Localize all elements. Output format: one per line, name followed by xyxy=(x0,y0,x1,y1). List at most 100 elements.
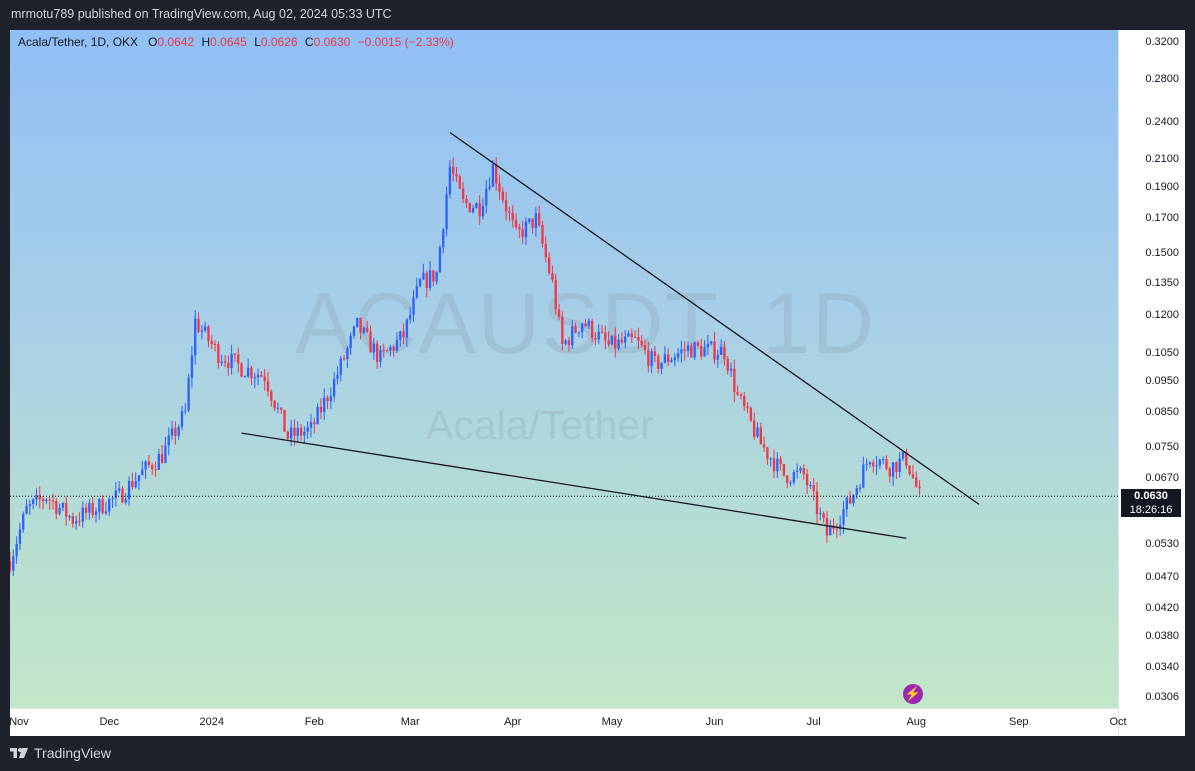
price-axis[interactable]: 0.0630 18:26:16 0.3200 0.2800 0.2400 0.2100… xyxy=(1118,30,1185,736)
candle-body xyxy=(81,507,84,522)
candle-body xyxy=(10,560,12,571)
time-axis[interactable]: Nov Dec 2024 Feb Mar Apr May Jun Jul Aug Sep Oct xyxy=(10,708,1127,736)
candle-body xyxy=(819,513,822,515)
candle-body xyxy=(177,426,180,436)
open-value: 0.0642 xyxy=(157,35,195,49)
time-tick-label: Jul xyxy=(806,716,821,728)
publish-header: mrmotu789 published on TradingView.com, … xyxy=(0,0,1195,28)
candle-body xyxy=(891,462,895,477)
candlestick-chart[interactable] xyxy=(10,30,1118,708)
candle-body xyxy=(25,505,28,514)
candle-body xyxy=(670,360,673,362)
candle-body xyxy=(799,467,802,471)
candle-body xyxy=(220,361,223,364)
candle-body xyxy=(779,458,782,464)
price-tick-label: 0.1900 xyxy=(1145,181,1179,194)
candle-body xyxy=(399,331,402,340)
candle-body xyxy=(323,397,326,413)
candle-body xyxy=(581,323,584,333)
candle-body xyxy=(329,396,332,402)
candle-body xyxy=(382,350,385,352)
candle-body xyxy=(772,458,776,472)
candle-body xyxy=(660,362,663,369)
chart-frame[interactable]: ACAUSDT, 1D Acala/Tether Acala/Tether, 1… xyxy=(10,30,1185,736)
candle-body xyxy=(197,318,200,332)
candle-body xyxy=(213,344,217,346)
candle-body xyxy=(352,326,356,336)
candle-body xyxy=(667,354,670,362)
candle-body xyxy=(852,494,855,504)
candle-body xyxy=(61,502,65,508)
candle-body xyxy=(607,340,610,345)
candle-body xyxy=(710,341,713,344)
candle-body xyxy=(117,488,121,491)
candle-body xyxy=(842,509,845,525)
candle-body xyxy=(101,499,104,514)
footer-brand: TradingView xyxy=(34,745,112,761)
candle-body xyxy=(326,397,329,402)
tradingview-logo-icon xyxy=(10,748,28,758)
candle-body xyxy=(534,213,538,229)
candle-body xyxy=(491,164,495,187)
candle-body xyxy=(657,356,660,369)
candle-body xyxy=(160,453,164,463)
candle-body xyxy=(452,166,455,174)
candle-body xyxy=(435,272,438,282)
price-tick-label: 0.0850 xyxy=(1145,405,1179,418)
open-label: O xyxy=(148,35,158,49)
candle-body xyxy=(316,406,319,424)
candle-body xyxy=(782,463,786,476)
candle-body xyxy=(124,499,127,503)
ohlc-legend: Acala/Tether, 1D, OKX O0.0642 H0.0645 L0… xyxy=(18,35,458,49)
candle-body xyxy=(362,327,366,333)
candle-body xyxy=(68,516,71,518)
candle-body xyxy=(58,507,61,514)
high-value: 0.0645 xyxy=(210,35,247,49)
lightning-icon[interactable]: ⚡ xyxy=(903,684,923,704)
candle-body xyxy=(753,420,756,437)
candle-body xyxy=(620,339,624,343)
candle-body xyxy=(567,340,571,346)
close-value: 0.0630 xyxy=(313,35,351,49)
candle-body xyxy=(303,431,306,436)
candle-body xyxy=(210,340,213,345)
symbol-label: Acala/Tether, 1D, OKX xyxy=(18,35,139,49)
candle-body xyxy=(524,221,528,238)
plot-area[interactable]: ACAUSDT, 1D Acala/Tether Acala/Tether, 1… xyxy=(10,30,1118,708)
time-tick-label: Oct xyxy=(1109,716,1127,728)
candle-body xyxy=(733,368,736,393)
candle-body xyxy=(270,391,273,401)
candle-body xyxy=(531,218,534,229)
candle-body xyxy=(683,349,686,351)
low-value: 0.0626 xyxy=(260,35,298,49)
price-tick-label: 0.2800 xyxy=(1145,73,1179,86)
time-tick-label: May xyxy=(601,716,623,728)
candle-body xyxy=(94,511,98,515)
candle-body xyxy=(802,467,805,475)
candle-body xyxy=(845,497,848,510)
candle-body xyxy=(878,459,882,466)
candle-body xyxy=(276,407,280,409)
candle-body xyxy=(557,309,561,317)
candle-body xyxy=(237,354,240,364)
candle-body xyxy=(805,474,809,486)
candle-body xyxy=(375,343,379,362)
candle-body xyxy=(739,394,743,396)
candle-body xyxy=(74,521,78,524)
candle-body xyxy=(564,340,567,344)
candle-body xyxy=(306,427,309,432)
candle-body xyxy=(289,427,293,439)
candle-body xyxy=(184,410,187,412)
candle-body xyxy=(65,502,68,517)
candle-body xyxy=(45,499,48,502)
candle-body xyxy=(438,247,442,273)
candle-body xyxy=(633,336,637,338)
candle-body xyxy=(137,475,141,481)
candle-body xyxy=(299,427,303,436)
candle-body xyxy=(587,320,590,327)
candle-body xyxy=(561,316,564,344)
candle-body xyxy=(551,273,554,280)
publish-text: mrmotu789 published on TradingView.com, … xyxy=(11,7,392,21)
candle-body xyxy=(346,348,349,360)
candle-body xyxy=(594,337,597,340)
